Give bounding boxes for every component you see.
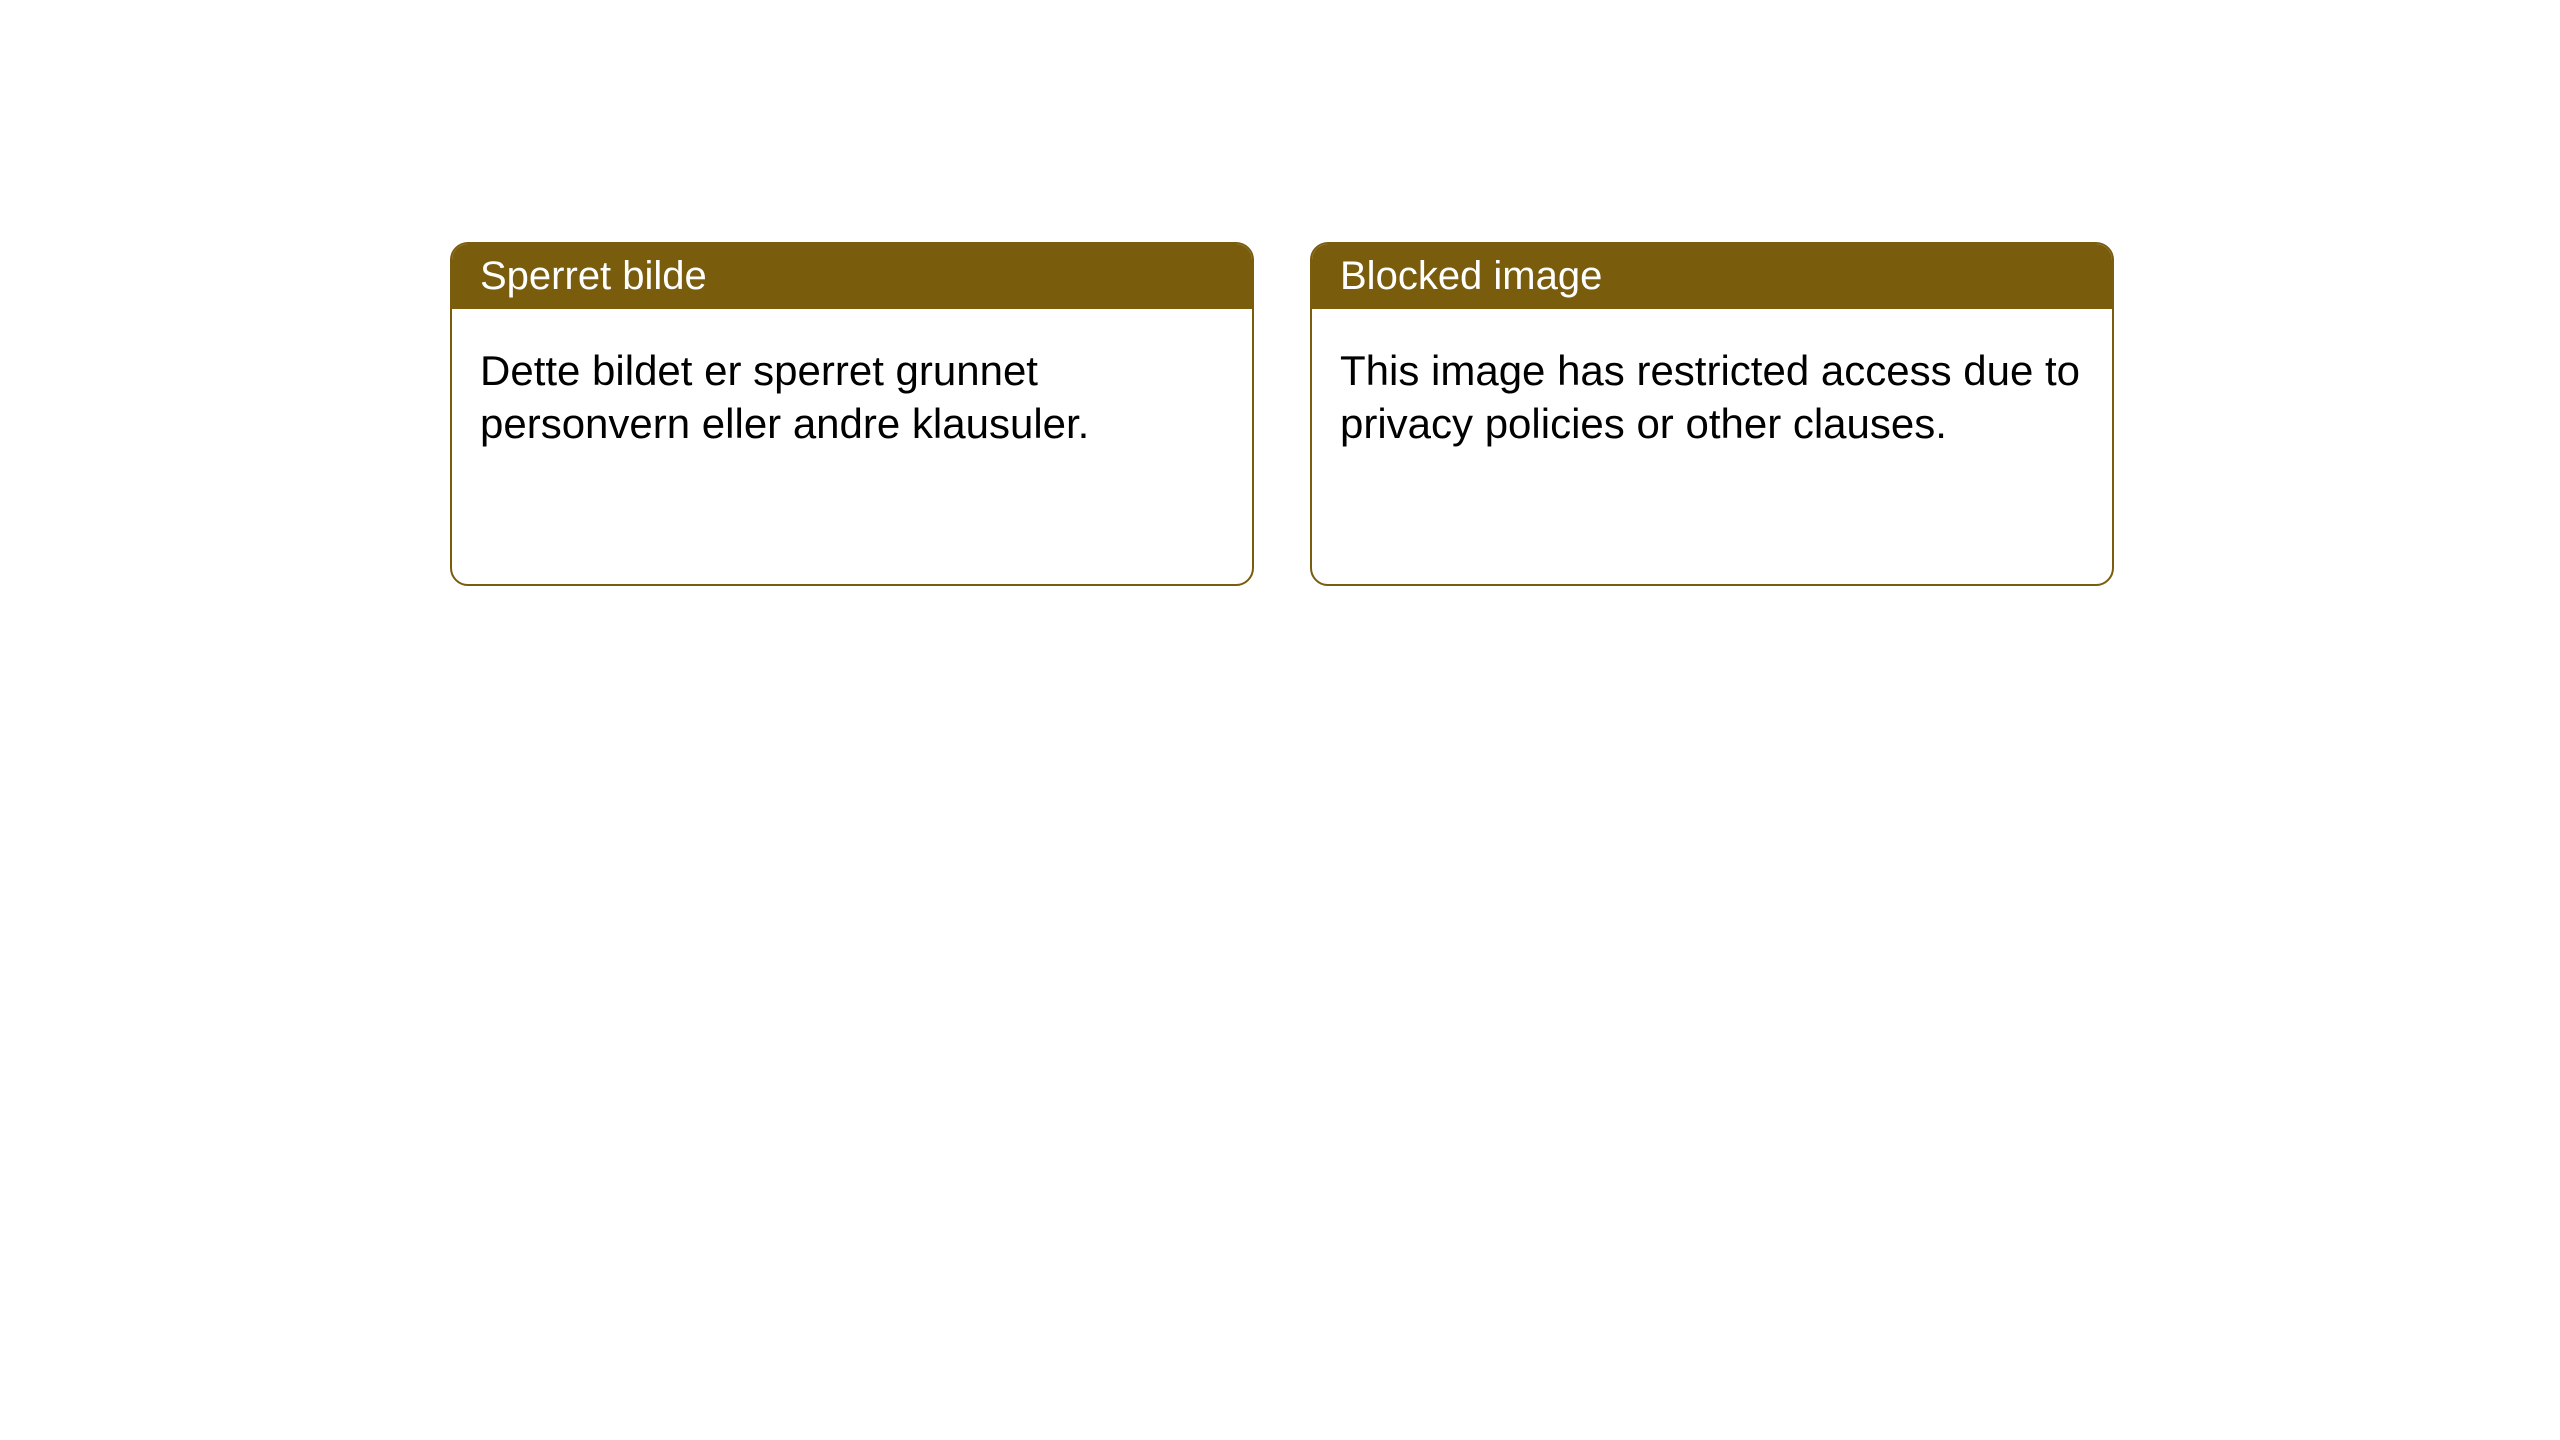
page-container: Sperret bilde Dette bildet er sperret gr… — [0, 0, 2560, 1440]
card-body: This image has restricted access due to … — [1312, 309, 2112, 584]
card-title: Blocked image — [1340, 254, 1602, 298]
card-header: Blocked image — [1312, 244, 2112, 309]
card-title: Sperret bilde — [480, 254, 707, 298]
blocked-image-card-norwegian: Sperret bilde Dette bildet er sperret gr… — [450, 242, 1254, 586]
card-body: Dette bildet er sperret grunnet personve… — [452, 309, 1252, 584]
card-body-text: Dette bildet er sperret grunnet personve… — [480, 347, 1089, 447]
card-header: Sperret bilde — [452, 244, 1252, 309]
cards-wrapper: Sperret bilde Dette bildet er sperret gr… — [450, 242, 2114, 586]
blocked-image-card-english: Blocked image This image has restricted … — [1310, 242, 2114, 586]
card-body-text: This image has restricted access due to … — [1340, 347, 2080, 447]
